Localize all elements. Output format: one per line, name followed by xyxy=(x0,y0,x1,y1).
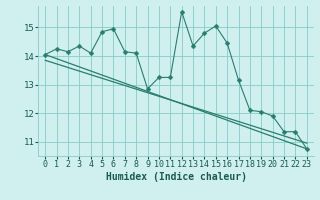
X-axis label: Humidex (Indice chaleur): Humidex (Indice chaleur) xyxy=(106,172,246,182)
